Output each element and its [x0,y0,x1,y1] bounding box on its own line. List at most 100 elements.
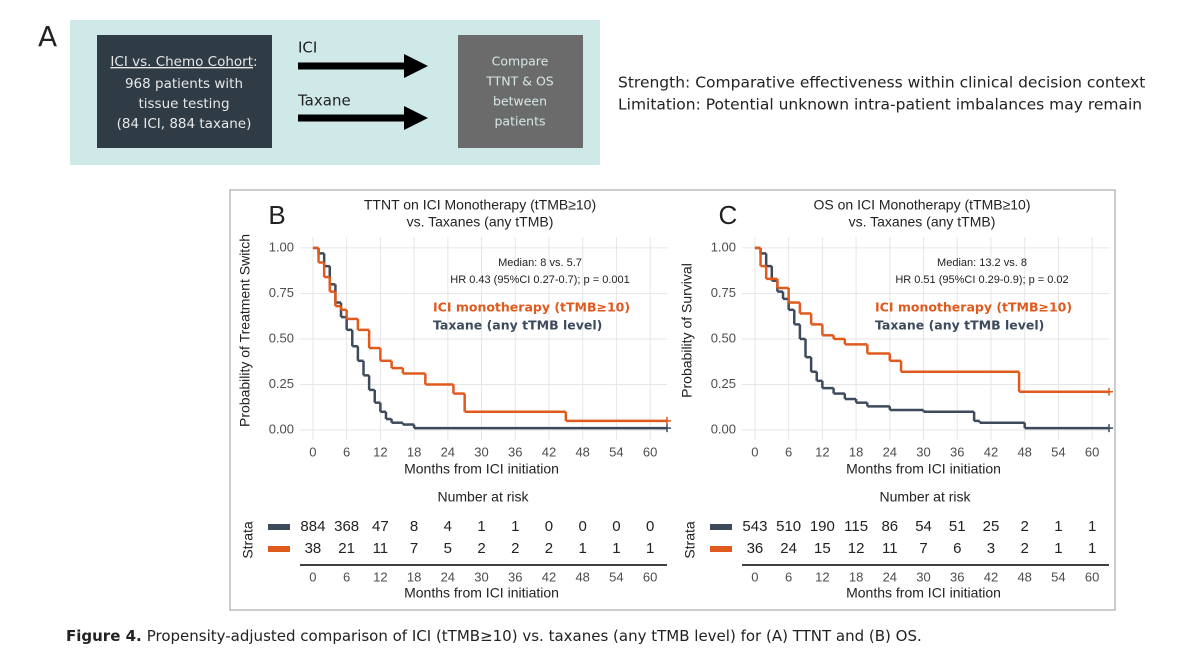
risk-count: 1 [511,518,519,535]
risk-x-tick-label: 36 [508,569,522,584]
y-tick-label: 1.00 [711,239,736,254]
x-tick-label: 48 [1017,444,1031,459]
figure-frame [229,189,1116,611]
x-tick-label: 60 [643,444,657,459]
risk-count: 51 [949,518,966,535]
risk-count: 884 [300,518,325,535]
risk-count: 543 [742,518,767,535]
risk-x-tick-label: 60 [643,569,657,584]
risk-count: 4 [444,518,452,535]
risk-count: 510 [776,518,801,535]
risk-count: 1 [1088,540,1096,557]
censor-mark [663,424,671,433]
risk-count: 8 [410,518,418,535]
x-tick-label: 42 [542,444,556,459]
risk-count: 2 [545,540,553,557]
legend-label: Taxane (any tTMB level) [875,318,1044,333]
x-tick-label: 54 [609,444,623,459]
risk-count: 6 [953,540,961,557]
annotation: HR 0.51 (95%CI 0.29-0.9); p = 0.02 [895,274,1068,286]
x-tick-label: 0 [309,444,316,459]
risk-title: Number at risk [879,489,971,505]
risk-count: 7 [919,540,927,557]
risk-count: 0 [646,518,654,535]
y-tick-label: 0.25 [711,376,736,391]
x-tick-label: 0 [751,444,758,459]
y-axis-label: Probability of Survival [679,263,695,398]
risk-count: 368 [334,518,359,535]
risk-x-tick-label: 42 [984,569,998,584]
compare-line: Compare [492,54,549,69]
risk-x-tick-label: 60 [1085,569,1099,584]
x-tick-label: 12 [373,444,387,459]
risk-strata-label: Strata [240,521,256,559]
risk-x-tick-label: 18 [849,569,863,584]
caption: Figure 4. Propensity-adjusted comparison … [66,627,922,645]
risk-count: 15 [814,540,831,557]
arrow-label: ICI [298,39,317,57]
compare-line: TTNT & OS [485,74,554,89]
risk-title: Number at risk [437,489,529,505]
cohort-heading-suffix: : [253,54,258,70]
risk-count: 0 [612,518,620,535]
panel-label: C [718,200,737,230]
risk-count: 2 [477,540,485,557]
risk-x-tick-label: 24 [441,569,455,584]
risk-count: 1 [579,540,587,557]
x-tick-label: 42 [984,444,998,459]
x-tick-label: 18 [849,444,863,459]
cohort-box [97,35,272,148]
limitation-text: Limitation: Potential unknown intra-pati… [618,96,1142,114]
arrow-head [404,106,428,130]
censor-mark [1105,387,1113,396]
risk-x-tick-label: 0 [751,569,758,584]
compare-line: patients [495,114,546,129]
risk-strata-label: Strata [682,521,698,559]
risk-x-axis-label: Months from ICI initiation [404,585,559,601]
risk-count: 38 [305,540,322,557]
risk-count: 0 [579,518,587,535]
x-tick-label: 30 [916,444,930,459]
risk-count: 7 [410,540,418,557]
risk-x-tick-label: 0 [309,569,316,584]
caption-label: Figure 4. [66,627,142,645]
risk-count: 12 [848,540,865,557]
legend-label: Taxane (any tTMB level) [433,318,602,333]
risk-count: 1 [1054,540,1062,557]
x-tick-label: 6 [343,444,350,459]
cohort-heading-text: ICI vs. Chemo Cohort [110,54,253,70]
strength-text: Strength: Comparative effectiveness with… [618,74,1145,92]
compare-box [458,35,583,148]
y-tick-label: 0.50 [269,330,294,345]
censor-mark [663,416,671,425]
legend-label: ICI monotherapy (tTMB≥10) [875,300,1072,315]
y-tick-label: 0.50 [711,330,736,345]
risk-count: 190 [810,518,835,535]
x-tick-label: 24 [883,444,897,459]
risk-count: 3 [987,540,995,557]
risk-count: 11 [882,540,898,557]
y-tick-label: 0.75 [269,285,294,300]
risk-count: 47 [372,518,389,535]
chart-title: vs. Taxanes (any tTMB) [407,214,554,230]
risk-count: 1 [477,518,485,535]
risk-count: 24 [780,540,797,557]
y-axis-label: Probability of Treatment Switch [237,234,253,427]
x-tick-label: 36 [950,444,964,459]
x-tick-label: 36 [508,444,522,459]
risk-count: 1 [1054,518,1062,535]
cohort-heading: ICI vs. Chemo Cohort: [110,54,257,70]
panel-label: B [268,200,285,230]
risk-count: 2 [511,540,519,557]
risk-count: 115 [844,518,868,535]
x-tick-label: 30 [474,444,488,459]
risk-count: 25 [983,518,1000,535]
risk-x-tick-label: 24 [883,569,897,584]
risk-count: 86 [881,518,898,535]
risk-x-tick-label: 48 [1017,569,1031,584]
risk-x-tick-label: 54 [609,569,623,584]
risk-count: 1 [612,540,620,557]
risk-count: 2 [1021,540,1029,557]
risk-x-tick-label: 12 [815,569,829,584]
